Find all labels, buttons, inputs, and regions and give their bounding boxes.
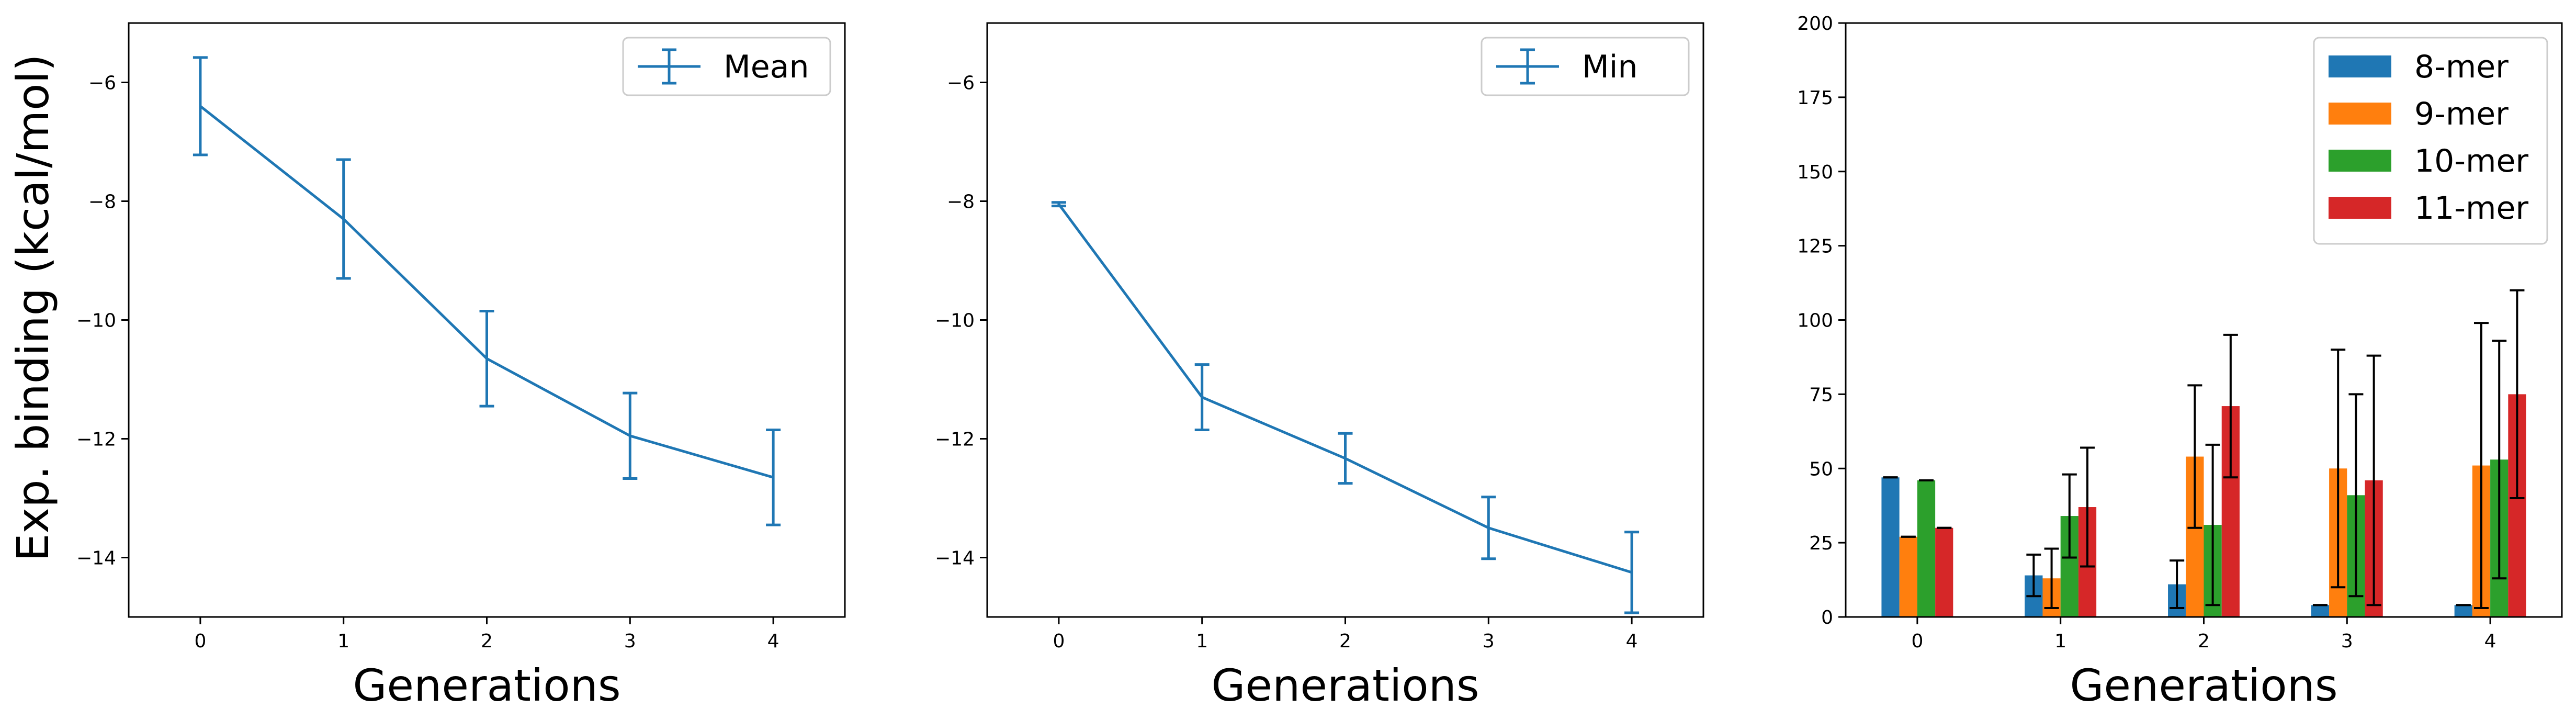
mean-binding-panel: −14 −12 −10 −8 −6 0 1 2 3 4 Generations Mean [76,22,846,711]
series-line-min [1057,203,1632,574]
panel1-xtick-label: 2 [1339,631,1351,652]
panel2-ytick-label: 100 [1797,310,1833,332]
legend-label: 11-mer [2414,190,2528,227]
panel1-ytick-label: −12 [935,429,975,451]
panel2-xtick-label: 1 [2054,631,2066,652]
panel2-xtick-label: 4 [2484,631,2496,652]
panel0-xlabel: Generations [353,660,620,711]
bar-9-mer [1899,536,1917,617]
legend-label: Mean [724,49,809,85]
panel1-xtick-label: 3 [1483,631,1495,652]
bar-11-mer [1935,527,1953,617]
bar-8-mer [2311,605,2330,617]
panel0-xtick-label: 0 [194,631,206,652]
bar-10-mer [1917,480,1936,617]
panel0-ytick-label: −14 [76,548,116,569]
panel0-xtick-label: 1 [337,631,349,652]
panel2-ytick-label: 0 [1821,607,1833,628]
panel0-ytick-label: −10 [76,310,116,332]
panel0-xtick-label: 2 [481,631,493,652]
panel2-ytick-label: 125 [1797,236,1833,257]
panel0-ytick-label: −8 [88,192,116,213]
series-line-mean [199,105,774,479]
panel1-ytick-label: −10 [935,310,975,332]
min-binding-panel: −14 −12 −10 −8 −6 0 1 2 3 4 Generations Min [935,22,1704,711]
panel0-frame [128,22,846,618]
legend-swatch [2329,197,2391,219]
legend-label: 10-mer [2414,143,2528,179]
panel2-ytick-label: 50 [1809,458,1833,480]
panel1-xtick-label: 1 [1196,631,1208,652]
panel1-xtick-label: 0 [1053,631,1065,652]
legend-swatch [2329,150,2391,172]
panel2-xtick-label: 0 [1911,631,1923,652]
panel2-ytick-label: 200 [1797,13,1833,35]
bar-8-mer [2454,605,2472,617]
panel2-ytick-label: 175 [1797,87,1833,109]
legend-box [622,37,831,96]
panel2-ytick-label: 25 [1809,533,1833,554]
kmer-count-panel: 0 25 50 75 100 125 150 175 200 0 1 2 3 4 Generations 8-… [1797,13,2563,711]
panel2-frame [1845,22,2563,618]
legend-label: 9-mer [2414,96,2509,132]
legend-swatch [2329,103,2391,125]
panel1-xtick-label: 4 [1626,631,1638,652]
panel1-frame [986,22,1704,618]
panel1-xlabel: Generations [1211,660,1479,711]
panel2-xlabel: Generations [2070,660,2337,711]
panel0-ytick-label: −12 [76,429,116,451]
panel1-ytick-label: −14 [935,548,975,569]
panel2-xtick-label: 3 [2341,631,2353,652]
panel0-xtick-label: 3 [624,631,636,652]
y-axis-label: Exp. binding (kcal/mol) [7,54,59,561]
panel0-ytick-label: −6 [88,73,116,94]
legend-swatch [2329,55,2391,77]
legend-label: Min [1582,49,1637,85]
bar-8-mer [1881,477,1900,617]
panel1-ytick-label: −8 [947,192,975,213]
panel2-ytick-label: 75 [1809,384,1833,406]
panel2-xtick-label: 2 [2198,631,2210,652]
legend-box [2313,37,2548,245]
panel2-ytick-label: 150 [1797,162,1833,183]
panel1-ytick-label: −6 [947,73,975,94]
panel0-xtick-label: 4 [767,631,779,652]
legend-box [1481,37,1690,96]
legend-label: 8-mer [2414,49,2509,85]
